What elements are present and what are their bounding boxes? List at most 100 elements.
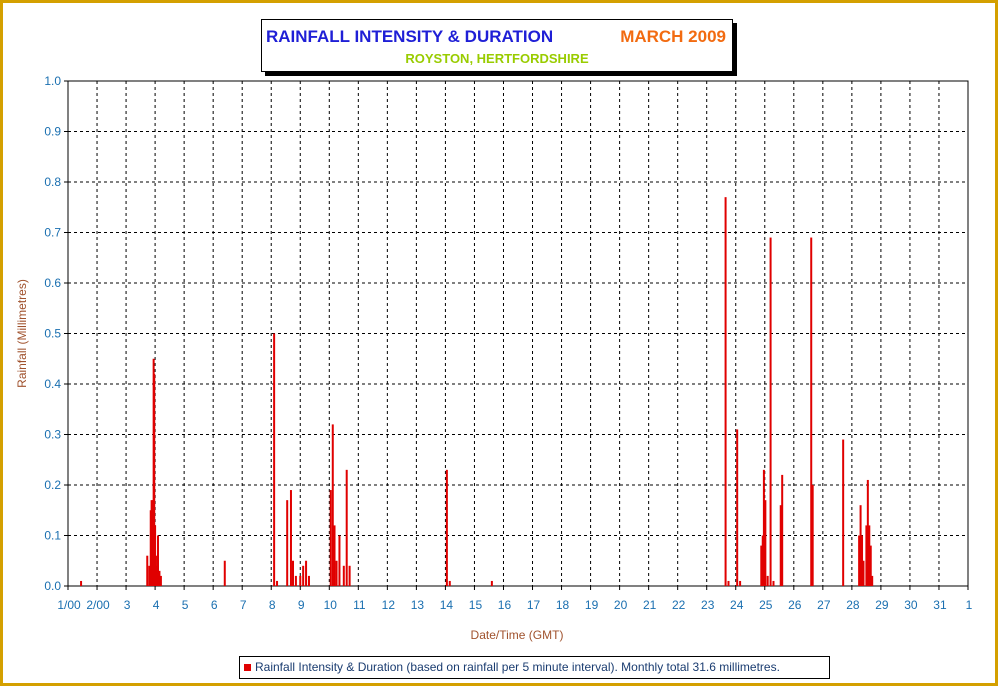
x-tick-label: 24 (730, 598, 744, 612)
x-axis-label: Date/Time (GMT) (471, 628, 564, 642)
rainfall-bar (762, 469, 765, 586)
x-tick-label: 28 (846, 598, 860, 612)
rainfall-bar (157, 535, 159, 586)
rainfall-bar (286, 500, 289, 586)
rainfall-bar (302, 565, 305, 586)
rainfall-bar (150, 500, 153, 586)
legend-label: Rainfall Intensity & Duration (based on … (255, 660, 780, 674)
rainfall-bar (348, 565, 351, 586)
rainfall-bar (307, 575, 310, 586)
y-tick-label: 0.3 (44, 428, 61, 442)
x-tick-label: 10 (324, 598, 338, 612)
plot-border (67, 80, 969, 587)
rainfall-bar (155, 565, 158, 586)
rainfall-bar (859, 505, 862, 586)
x-tick-label: 17 (527, 598, 541, 612)
x-tick-label: 20 (614, 598, 628, 612)
x-tick-label: 25 (759, 598, 773, 612)
rainfall-bar (223, 560, 226, 586)
x-tick-label: 30 (904, 598, 918, 612)
x-tick-label: 19 (585, 598, 599, 612)
rainfall-bar (335, 560, 338, 586)
chart-subtitle: ROYSTON, HERTFORDSHIRE (405, 51, 589, 66)
rainfall-bar (294, 575, 297, 586)
rainfall-bar (342, 565, 345, 586)
rainfall-bar (345, 469, 348, 586)
rainfall-bar (866, 479, 869, 586)
rainfall-bar (338, 535, 341, 586)
rainfall-bar (869, 545, 872, 586)
y-tick-label: 0.4 (44, 377, 61, 391)
chart-legend: Rainfall Intensity & Duration (based on … (239, 656, 830, 679)
y-tick-label: 0.7 (44, 226, 61, 240)
rainfall-bar (289, 490, 292, 586)
y-axis-label: Rainfall (Millimetres) (15, 279, 29, 388)
rainfall-bar (445, 469, 448, 586)
rainfall-bar (333, 525, 336, 586)
rainfall-bar (766, 575, 769, 586)
rainfall-bar (305, 560, 308, 586)
y-tick-label: 0.0 (44, 579, 61, 593)
x-tick-label: 2/00 (86, 598, 110, 612)
x-tick-label: 7 (240, 598, 247, 612)
rainfall-bar (146, 555, 149, 586)
rainfall-bar (153, 373, 156, 586)
x-tick-label: 12 (382, 598, 396, 612)
rainfall-bar (772, 580, 775, 586)
y-tick-label: 0.8 (44, 175, 61, 189)
x-tick-label: 29 (875, 598, 889, 612)
x-tick-label: 11 (353, 598, 366, 612)
legend-swatch-icon (244, 664, 251, 672)
x-tick-label: 4 (153, 598, 160, 612)
rainfall-bar (490, 580, 493, 586)
rainfall-bar (781, 474, 784, 586)
y-tick-label: 0.9 (44, 125, 61, 139)
chart-title-month: MARCH 2009 (620, 27, 726, 46)
rainfall-bar (273, 333, 276, 586)
x-tick-label: 16 (498, 598, 512, 612)
chart-title-box: RAINFALL INTENSITY & DURATION MARCH 2009… (261, 19, 733, 72)
y-tick-label: 0.2 (44, 478, 61, 492)
rainfall-bar (810, 237, 813, 587)
x-tick-label: 13 (411, 598, 425, 612)
x-tick-label: 23 (701, 598, 715, 612)
rainfall-bar (331, 424, 334, 586)
rainfall-bar (448, 580, 451, 586)
rainfall-bar (842, 439, 845, 586)
x-tick-label: 6 (211, 598, 218, 612)
y-tick-label: 0.1 (44, 529, 61, 543)
x-tick-label: 26 (788, 598, 802, 612)
rainfall-bar (158, 570, 161, 586)
x-tick-label: 21 (643, 598, 657, 612)
rainfall-bar (811, 485, 814, 586)
rainfall-bar (861, 535, 864, 586)
rainfall-bar (764, 500, 767, 586)
x-tick-label: 27 (817, 598, 831, 612)
rainfall-bar (865, 525, 868, 586)
x-tick-label: 14 (440, 598, 454, 612)
rainfall-bar (868, 525, 871, 586)
rainfall-bar (329, 490, 332, 586)
x-tick-label: 5 (182, 598, 189, 612)
rainfall-bar (159, 575, 162, 586)
x-tick-label: 3 (124, 598, 131, 612)
rainfall-bar (299, 575, 302, 586)
x-tick-label: 18 (556, 598, 570, 612)
rainfall-bar (739, 580, 742, 586)
rainfall-bar (724, 197, 727, 586)
rainfall-bar (871, 575, 874, 586)
x-tick-label: 1/00 (57, 598, 81, 612)
rainfall-bar (276, 580, 279, 586)
rainfall-bar (858, 535, 861, 586)
y-tick-label: 0.6 (44, 276, 61, 290)
x-tick-label: 9 (298, 598, 305, 612)
y-tick-label: 1.0 (44, 74, 61, 88)
rainfall-bar (292, 560, 294, 586)
rainfall-bar (760, 545, 763, 586)
y-tick-label: 0.5 (44, 327, 61, 341)
rainfall-bar (862, 560, 865, 586)
chart-title: RAINFALL INTENSITY & DURATION (266, 27, 554, 46)
rainfall-bar (727, 580, 730, 586)
rainfall-bar (769, 237, 772, 587)
rainfall-bar (761, 535, 764, 586)
